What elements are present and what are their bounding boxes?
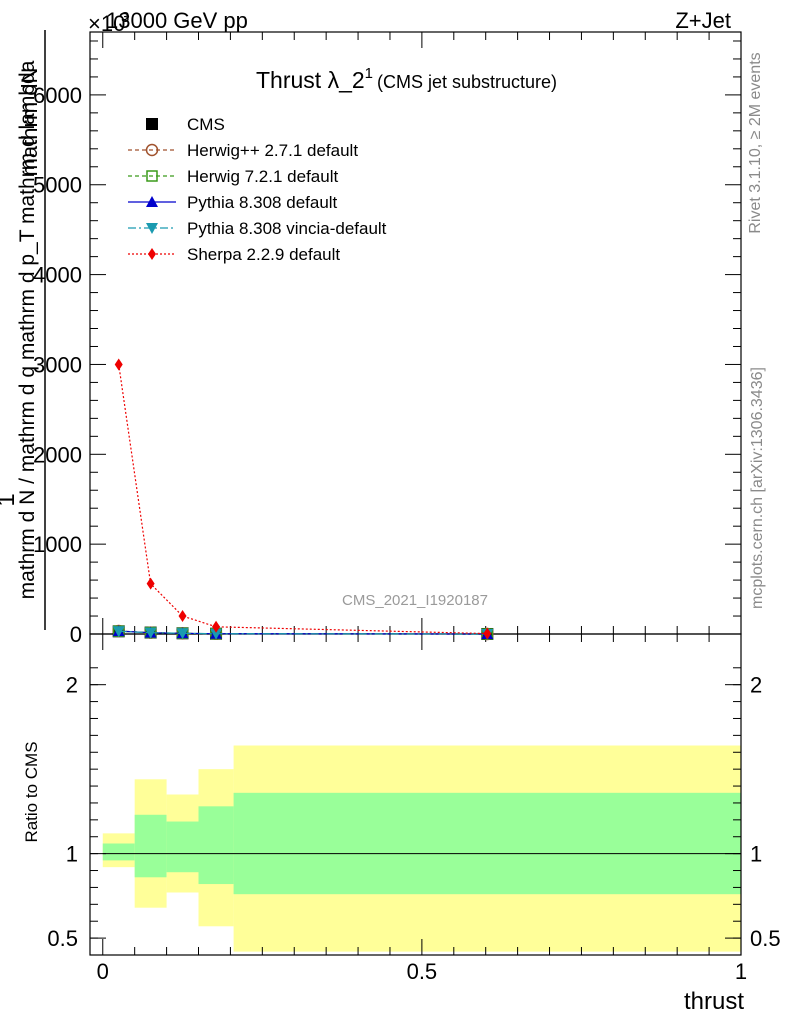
data-point: [210, 628, 223, 640]
data-point: [178, 610, 187, 623]
ratio-band-inner: [166, 821, 199, 873]
series-line: [118, 364, 488, 635]
legend-entry: Pythia 8.308 vincia-default: [128, 219, 387, 238]
legend-entry: CMS: [146, 115, 225, 134]
main-axis-ticks: 0 1000 2000 3000 4000 5000 6000: [33, 40, 741, 647]
data-point: [212, 620, 221, 633]
legend-label: Pythia 8.308 vincia-default: [187, 219, 387, 238]
legend-label: Herwig 7.2.1 default: [187, 167, 338, 186]
header-energy: 13000 GeV pp: [106, 8, 248, 33]
header-process: Z+Jet: [675, 8, 731, 33]
plot-title: Thrust λ_21 (CMS jet substructure): [256, 65, 557, 93]
y-tick-label: 0: [70, 622, 82, 647]
rivet-label: Rivet 3.1.10, ≥ 2M events: [747, 52, 764, 233]
y-label-denominator: mathrm d N / mathrm d q mathrm d p_T mat…: [16, 60, 39, 599]
ratio-y-tick-label: 0.5: [47, 926, 78, 951]
legend-entry: Sherpa 2.2.9 default: [128, 245, 340, 264]
data-point: [146, 577, 155, 590]
series-5: [114, 358, 492, 640]
legend-entry: Pythia 8.308 default: [128, 193, 338, 212]
analysis-watermark: CMS_2021_I1920187: [342, 592, 488, 609]
ratio-y-tick-label: 1: [66, 842, 78, 867]
legend-marker: [146, 223, 158, 234]
mcplots-label: mcplots.cern.ch [arXiv:1306.3436]: [749, 367, 766, 609]
legend-label: Sherpa 2.2.9 default: [187, 245, 340, 264]
legend: CMS Herwig++ 2.7.1 default Herwig 7.2.1 de…: [128, 115, 387, 264]
ratio-band-inner: [134, 814, 167, 878]
y-tick-label: 5000: [33, 173, 82, 198]
ratio-y-tick-label: 2: [66, 673, 78, 698]
ratio-band-inner: [198, 806, 234, 885]
y-tick-label: 3000: [33, 352, 82, 377]
ratio-band-inner: [102, 843, 135, 861]
legend-entry: Herwig++ 2.7.1 default: [128, 141, 358, 160]
ratio-y-tick-label-right: 1: [750, 842, 762, 867]
data-point: [112, 626, 125, 638]
legend-label: CMS: [187, 115, 225, 134]
ratio-uncertainty-bands: [102, 745, 741, 952]
legend-marker: [146, 170, 158, 182]
x-tick-label: 0.5: [407, 959, 438, 984]
ratio-y-tick-label-right: 2: [750, 673, 762, 698]
legend-marker: [145, 143, 159, 157]
main-y-label: 1 mathrm dN mathrm d N / mathrm d q math…: [0, 30, 46, 630]
legend-entry: Herwig 7.2.1 default: [128, 167, 338, 186]
series-3: [112, 625, 494, 639]
y-tick-label: 4000: [33, 263, 82, 288]
header-multiplier-exp: 3: [121, 9, 129, 26]
legend-marker: [146, 118, 158, 130]
series-line: [118, 630, 488, 635]
header-multiplier: ×10: [88, 11, 125, 36]
ratio-band-inner: [233, 792, 741, 895]
y-tick-label: 1000: [33, 532, 82, 557]
data-point: [483, 627, 492, 640]
y-label-numerator-1: 1: [0, 493, 20, 506]
ratio-y-tick-label-right: 0.5: [750, 926, 781, 951]
ratio-y-label: Ratio to CMS: [22, 741, 41, 842]
x-tick-label: 0: [97, 959, 109, 984]
x-axis-label: thrust: [684, 988, 744, 1015]
legend-marker: [148, 248, 156, 260]
y-tick-label: 2000: [33, 442, 82, 467]
legend-label: Pythia 8.308 default: [187, 193, 338, 212]
series-4: [112, 626, 494, 640]
series-layer: [112, 358, 494, 641]
x-tick-label: 1: [735, 959, 747, 984]
data-point: [144, 627, 157, 639]
data-point: [114, 358, 123, 371]
data-point: [176, 628, 189, 640]
legend-marker: [146, 196, 158, 207]
y-label-numerator-2: mathrm dN: [17, 68, 42, 177]
legend-label: Herwig++ 2.7.1 default: [187, 141, 358, 160]
ratio-axis-ticks: 0.5 0.5 1 1 2 2: [47, 667, 781, 951]
y-tick-label: 6000: [33, 83, 82, 108]
